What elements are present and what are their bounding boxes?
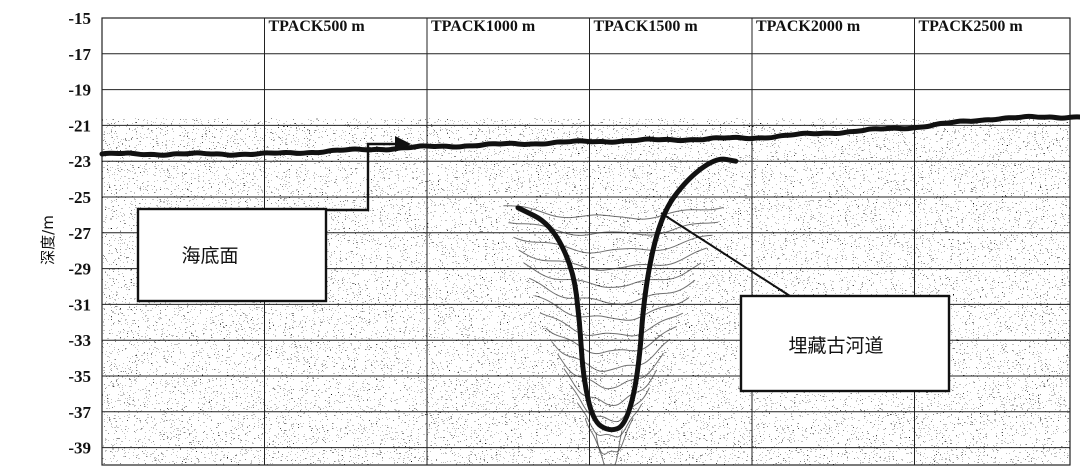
y-tick-label: -15	[68, 9, 91, 28]
y-tick-label: -39	[68, 439, 91, 458]
y-tick-label: -37	[68, 403, 91, 422]
marker-label: TPACK1500 m	[594, 18, 699, 35]
seafloor-callout-arrowhead	[395, 136, 411, 152]
y-axis-ticks: -15 -17 -19 -21 -23 -25 -27 -29 -31 -33 -35 -37 -39	[68, 9, 91, 458]
channel-layer-line	[523, 262, 702, 288]
channel-layer-line	[570, 385, 650, 423]
y-tick-label: -31	[68, 295, 91, 314]
seafloor-callout: 海底面	[136, 207, 328, 303]
seafloor-callout-label: 海底面	[181, 245, 238, 267]
y-tick-label: -23	[68, 152, 91, 171]
y-tick-label: -29	[68, 260, 91, 279]
channel-layer-line	[518, 247, 707, 271]
y-axis-label: 深度/m	[39, 215, 57, 265]
seafloor-reflector	[99, 113, 1080, 158]
channel-layer-line	[595, 430, 623, 465]
plot-frame	[101, 17, 1071, 466]
y-tick-label: -27	[68, 224, 91, 243]
channel-layer-line	[584, 417, 634, 455]
y-tick-label: -33	[68, 331, 91, 350]
channel-layer-line	[539, 312, 684, 337]
channel-layer-line	[534, 295, 690, 321]
y-tick-label: -35	[68, 367, 91, 386]
channel-layer-line	[528, 277, 696, 305]
buried-channel-outline	[515, 156, 739, 433]
channel-layer-line	[551, 338, 671, 372]
channel-layering	[503, 205, 724, 465]
marker-label: TPACK500 m	[269, 18, 366, 35]
channel-callout-box	[739, 294, 951, 393]
channel-layer-line	[545, 326, 677, 355]
y-tick-label: -19	[68, 81, 91, 100]
channel-layer-line	[503, 205, 724, 220]
channel-callout-leader	[660, 212, 791, 297]
y-tick-label: -17	[68, 45, 91, 64]
channel-layer-line	[513, 234, 713, 254]
y-tick-label: -25	[68, 188, 91, 207]
y-tick-label: -21	[68, 116, 91, 135]
seafloor-callout-box	[136, 207, 328, 303]
marker-label: TPACK2000 m	[756, 18, 861, 35]
marker-label: TPACK2500 m	[919, 18, 1024, 35]
marker-label: TPACK1000 m	[431, 18, 536, 35]
channel-layer-line	[577, 402, 643, 438]
channel-layer-line	[557, 353, 664, 390]
channel-layer-line	[563, 368, 658, 407]
channel-callout: 埋藏古河道	[739, 294, 951, 393]
channel-callout-label: 埋藏古河道	[788, 335, 883, 357]
x-markers: TPACK500 m TPACK1000 m TPACK1500 m TPACK200…	[269, 18, 1024, 35]
